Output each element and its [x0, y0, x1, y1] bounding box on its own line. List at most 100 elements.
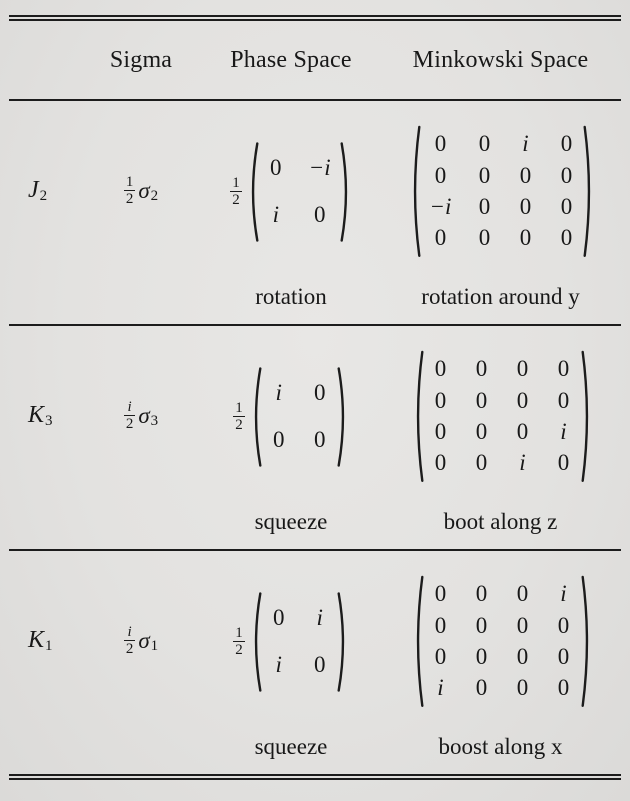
matrix-cell: 0	[516, 644, 529, 669]
minkowski-matrix: 0 0 i 0 0 0 0 0 −i 0 0 0 0 0 0 0	[409, 125, 596, 258]
sigma-subscript: 1	[150, 638, 159, 654]
matrix-entries: i 0 0 0	[262, 367, 337, 467]
matrix-cell: 0	[434, 644, 447, 669]
matrix-cell: 0	[475, 612, 488, 638]
minkowski-label: boost along x	[438, 734, 563, 759]
header-phase-space: Phase Space	[230, 46, 352, 73]
phase-space-label: squeeze	[254, 509, 328, 534]
matrix-cell: 0	[475, 387, 488, 413]
minkowski-matrix: 0 0 0 i 0 0 0 0 0 0 0 0 i 0 0 0	[412, 575, 593, 708]
matrix-cell: 0	[475, 644, 488, 669]
matrix-cell: 0	[475, 675, 488, 701]
matrix-cell: 0	[557, 450, 570, 476]
matrix-cell: 0	[557, 387, 570, 413]
matrix-cell: i	[275, 651, 282, 677]
matrix-cell: 0	[516, 419, 529, 444]
matrix-cell: 0	[434, 225, 447, 251]
phase-space-matrix: i 0 0 0	[250, 367, 349, 467]
row-separator-rule	[9, 549, 621, 551]
table-header: Sigma Phase Space Minkowski Space	[0, 21, 630, 99]
sigma-symbol: σ	[138, 402, 150, 428]
matrix-cell: 0	[478, 194, 491, 219]
matrix-cell: −i	[429, 194, 452, 219]
left-paren-icon	[412, 350, 424, 483]
matrix-cell: i	[519, 450, 526, 476]
matrix-cell: 0	[434, 612, 447, 638]
phase-space-label: squeeze	[254, 734, 328, 759]
sigma-subscript: 2	[150, 188, 159, 204]
matrix-cell: 0	[434, 162, 447, 188]
matrix-cell: 0	[313, 201, 326, 227]
generator-subscript: 2	[39, 188, 48, 204]
matrix-entries: 0 0 0 0 0 0 0 0 0 0 0 i 0 0 i 0	[424, 350, 581, 483]
matrix-cell: 0	[273, 426, 285, 452]
matrix-cell: 0	[516, 612, 529, 638]
matrix-entries: 0 i i 0	[262, 592, 337, 692]
matrix-cell: i	[560, 581, 567, 607]
generator-subscript: 3	[45, 413, 53, 429]
matrix-cell: 0	[273, 605, 285, 631]
bottom-double-rule	[0, 774, 630, 780]
phase-space-matrix: 0 −i i 0	[247, 142, 352, 242]
phase-space-label: rotation	[255, 284, 327, 309]
minkowski-expression: 0 0 i 0 0 0 0 0 −i 0 0 0 0 0 0 0	[395, 101, 630, 270]
matrix-cell: 0	[475, 356, 488, 382]
matrix-cell: 0	[314, 651, 326, 677]
matrix-cell: 0	[270, 155, 282, 181]
right-paren-icon	[581, 350, 593, 483]
matrix-cell: 0	[557, 356, 570, 382]
minkowski-label: rotation around y	[421, 284, 580, 309]
matrix-cell: 0	[478, 162, 491, 188]
right-paren-icon	[337, 367, 349, 467]
left-paren-icon	[247, 142, 259, 242]
matrix-cell: 0	[516, 356, 529, 382]
generator-symbol: K	[28, 402, 45, 428]
minkowski-expression: 0 0 0 0 0 0 0 0 0 0 0 i 0 0 i 0	[395, 326, 630, 495]
matrix-cell: 0	[475, 581, 488, 607]
header-minkowski-space: Minkowski Space	[412, 46, 589, 73]
header-rule	[9, 99, 621, 101]
row-separator-rule	[9, 324, 621, 326]
matrix-entries: 0 0 i 0 0 0 0 0 −i 0 0 0 0 0 0 0	[421, 125, 584, 258]
left-paren-icon	[412, 575, 424, 708]
top-double-rule	[0, 15, 630, 21]
left-paren-icon	[409, 125, 421, 258]
matrix-cell: i	[560, 419, 567, 444]
matrix-cell: 0	[519, 225, 532, 251]
matrix-cell: i	[437, 675, 444, 701]
left-paren-icon	[250, 592, 262, 692]
matrix-cell: 0	[519, 162, 532, 188]
right-paren-icon	[581, 575, 593, 708]
matrix-cell: 0	[560, 162, 573, 188]
generator-subscript: 1	[45, 638, 53, 654]
matrix-cell: 0	[434, 387, 447, 413]
minkowski-matrix: 0 0 0 0 0 0 0 0 0 0 0 i 0 0 i 0	[412, 350, 593, 483]
matrix-entries: 0 0 0 i 0 0 0 0 0 0 0 0 i 0 0 0	[424, 575, 581, 708]
matrix-cell: 0	[434, 581, 447, 607]
matrix-cell: 0	[314, 426, 326, 452]
matrix-cell: 0	[560, 131, 573, 157]
matrix-cell: i	[316, 605, 323, 631]
matrix-cell: 0	[557, 644, 570, 669]
matrix-cell: 0	[519, 194, 532, 219]
sigma-subscript: 3	[150, 413, 159, 429]
matrix-cell: 0	[475, 450, 488, 476]
matrix-cell: 0	[516, 387, 529, 413]
matrix-cell: 0	[516, 581, 529, 607]
matrix-cell: 0	[478, 131, 491, 157]
matrix-cell: 0	[560, 225, 573, 251]
